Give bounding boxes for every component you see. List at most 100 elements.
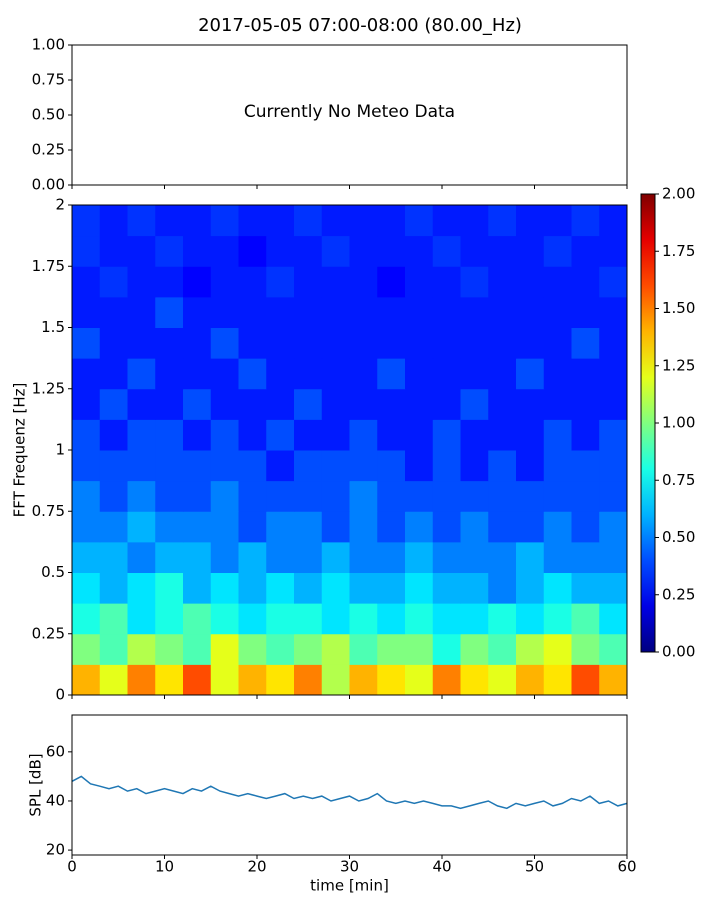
heat-cell [183,296,212,328]
heat-cell [99,541,128,573]
heat-cell [99,296,128,328]
heat-cell [210,235,239,267]
heat-cell [294,388,323,420]
heat-cell [99,235,128,267]
heat-cell [488,296,517,328]
colorbar-tick-label: 0.75 [662,471,695,489]
heat-cell [294,633,323,665]
heat-cell [349,235,378,267]
heat-cell [488,327,517,359]
heat-cell [460,419,489,451]
y-tick-label: 1 [55,441,65,459]
heat-cell [155,327,184,359]
heat-cell [432,541,461,573]
heat-cell [294,358,323,390]
heat-cell [127,450,156,482]
heat-cell [432,296,461,328]
heat-cell [321,235,350,267]
heat-cell [155,266,184,298]
heat-cell [377,603,406,635]
heat-cell [294,603,323,635]
heat-cell [183,419,212,451]
heat-cell [238,358,267,390]
heat-cell [238,511,267,543]
heat-cell [294,511,323,543]
colorbar-tick-label: 0.50 [662,528,695,546]
heat-cell [155,358,184,390]
colorbar-tick-label: 2.00 [662,185,695,203]
heat-cell [210,603,239,635]
heat-cell [321,388,350,420]
heat-cell [599,450,628,482]
x-tick-label: 20 [247,858,266,876]
heat-cell [321,572,350,604]
heat-cell [127,541,156,573]
heat-cell [266,266,295,298]
heat-cell [99,572,128,604]
heat-cell [266,664,295,696]
heat-cell [543,358,572,390]
heat-cell [432,419,461,451]
heat-cell [155,235,184,267]
heat-cell [516,205,545,237]
heat-cell [405,327,434,359]
heat-cell [294,450,323,482]
heat-cell [432,205,461,237]
heat-cell [516,633,545,665]
heat-cell [349,419,378,451]
colorbar-tick-label: 0.00 [662,643,695,661]
heat-cell [432,664,461,696]
heat-cell [72,603,101,635]
heat-cell [210,480,239,512]
heat-cell [238,450,267,482]
heat-cell [238,296,267,328]
heat-cell [599,541,628,573]
heat-cell [460,480,489,512]
heat-cell [432,358,461,390]
heat-cell [571,480,600,512]
heat-cell [543,480,572,512]
heat-cell [349,511,378,543]
heat-cell [516,572,545,604]
heat-cell [321,603,350,635]
heat-cell [321,266,350,298]
colorbar-tick-label: 1.25 [662,356,695,374]
heat-cell [155,296,184,328]
heat-cell [599,235,628,267]
heat-cell [238,205,267,237]
heat-cell [210,266,239,298]
heat-cell [321,327,350,359]
heat-cell [99,205,128,237]
heat-cell [488,572,517,604]
y-tick-label: 1.75 [32,257,65,275]
heat-cell [210,327,239,359]
heat-cell [294,480,323,512]
heat-cell [183,664,212,696]
heat-cell [460,633,489,665]
heat-cell [210,419,239,451]
heat-cell [294,419,323,451]
heat-cell [155,480,184,512]
heat-cell [349,603,378,635]
heat-cell [321,358,350,390]
heat-cell [155,205,184,237]
heat-cell [266,541,295,573]
heat-cell [183,235,212,267]
heat-cell [99,327,128,359]
y-tick-label: 20 [46,841,65,859]
heat-cell [183,266,212,298]
heat-cell [488,633,517,665]
heat-cell [599,266,628,298]
heat-cell [516,296,545,328]
heat-cell [99,388,128,420]
heat-cell [432,388,461,420]
heat-cell [405,511,434,543]
x-tick-label: 10 [155,858,174,876]
heat-cell [155,664,184,696]
heat-cell [72,205,101,237]
heat-cell [599,603,628,635]
heat-cell [405,664,434,696]
heat-cell [72,266,101,298]
heat-cell [321,480,350,512]
heat-cell [99,511,128,543]
